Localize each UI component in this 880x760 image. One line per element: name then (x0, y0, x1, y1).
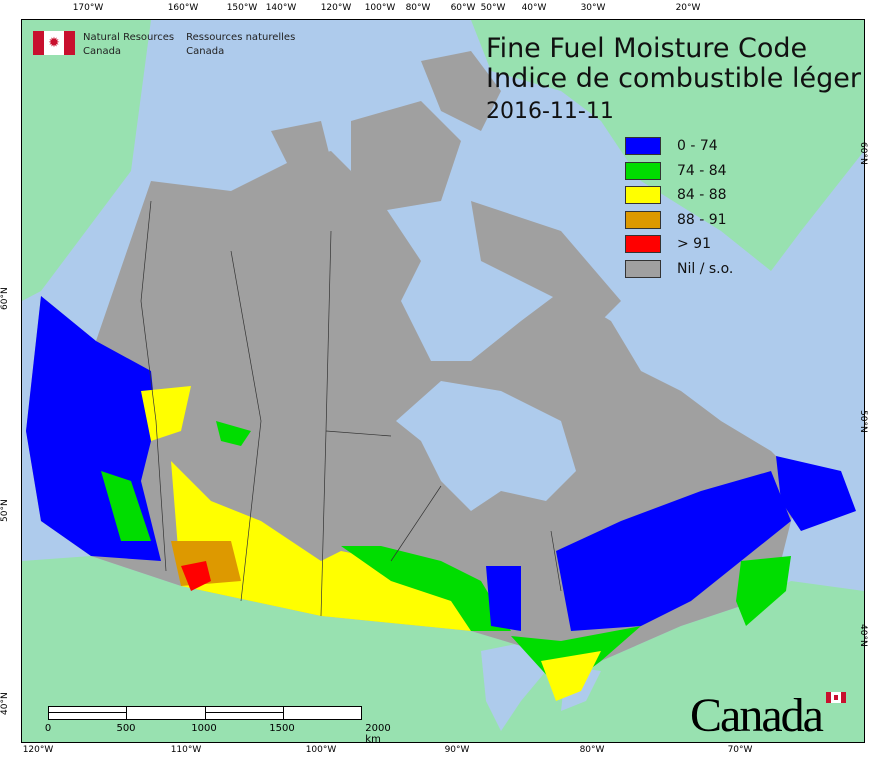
title-english: Fine Fuel Moisture Code (486, 33, 808, 64)
legend-label: > 91 (677, 236, 711, 253)
right-tick-label: 50°N (858, 410, 868, 433)
newfoundland (776, 456, 856, 531)
top-tick-label: 40°W (521, 3, 547, 13)
left-tick-label: 60°N (0, 287, 10, 310)
legend-swatch (625, 186, 661, 205)
map-frame (21, 19, 865, 743)
legend-swatch (625, 259, 661, 278)
agency-name-fr: Ressources naturelles Canada (186, 31, 295, 59)
legend-label: Nil / s.o. (677, 260, 734, 277)
nrcan-signature: ✹ Natural Resources Canada Ressources nat… (33, 31, 295, 59)
scale-label: 2000 km (365, 723, 391, 745)
agency-name-en: Natural Resources Canada (83, 31, 174, 59)
legend-item: 84 - 88 (625, 183, 733, 208)
right-tick-label: 40°N (858, 624, 868, 647)
top-tick-label: 100°W (364, 3, 396, 13)
legend-item: 74 - 84 (625, 159, 733, 184)
scale-label: 0 (44, 723, 52, 734)
alaska (22, 20, 151, 301)
bottom-tick-label: 110°W (170, 745, 202, 755)
legend-item: Nil / s.o. (625, 257, 733, 282)
zone-74-84-maritimes (736, 556, 791, 626)
province-borders (140, 200, 562, 617)
legend-item: 0 - 74 (625, 134, 733, 159)
top-tick-label: 20°W (675, 3, 701, 13)
scale-label: 1000 (191, 723, 217, 734)
bottom-tick-label: 70°W (727, 745, 753, 755)
agency-en-line1: Natural Resources (83, 32, 175, 43)
bottom-tick-label: 120°W (22, 745, 54, 755)
agency-en-line2: Canada (83, 46, 122, 57)
great-lakes (481, 641, 546, 731)
zone-over-91 (181, 561, 211, 591)
legend-label: 0 - 74 (677, 138, 718, 155)
arctic-island (351, 101, 461, 211)
united-states (22, 556, 864, 742)
legend-label: 84 - 88 (677, 187, 727, 204)
top-tick-label: 80°W (405, 3, 431, 13)
left-tick-label: 50°N (0, 499, 10, 522)
scale-label: 1500 (269, 723, 295, 734)
zone-74-84-patch (216, 421, 251, 446)
bottom-tick-label: 100°W (305, 745, 337, 755)
zone-84-88-ontario (541, 651, 601, 701)
ellesmere-island (421, 51, 501, 131)
canada-flag-icon: ✹ (33, 31, 75, 55)
legend-swatch (625, 210, 661, 229)
scale-bar: 0 500 1000 1500 2000 km (44, 706, 391, 745)
canada-wordmark: Canada (690, 689, 824, 742)
top-tick-label: 170°W (72, 3, 104, 13)
arctic-island (271, 121, 331, 171)
legend-item: > 91 (625, 232, 733, 257)
title-french: Indice de combustible léger (486, 63, 861, 94)
zone-74-84-bc (101, 471, 151, 541)
top-tick-label: 150°W (226, 3, 258, 13)
top-tick-label: 60°W (450, 3, 476, 13)
top-tick-label: 30°W (580, 3, 606, 13)
bottom-tick-label: 90°W (444, 745, 470, 755)
zone-0-74-quebec (556, 471, 791, 631)
legend: 0 - 74 74 - 84 84 - 88 88 - 91 > 91 Nil … (625, 134, 733, 281)
legend-item: 88 - 91 (625, 208, 733, 233)
baffin-island (471, 201, 621, 321)
arctic-island (251, 201, 361, 291)
hudson-bay (396, 381, 576, 511)
legend-label: 74 - 84 (677, 162, 727, 179)
top-tick-label: 50°W (480, 3, 506, 13)
right-tick-label: 60°N (858, 142, 868, 165)
legend-label: 88 - 91 (677, 211, 727, 228)
zone-84-88-prairies (171, 461, 471, 631)
top-tick-label: 120°W (320, 3, 352, 13)
top-tick-label: 160°W (167, 3, 199, 13)
zone-74-84-manitoba (341, 546, 511, 631)
top-tick-label: 140°W (265, 3, 297, 13)
agency-fr-line1: Ressources naturelles (186, 32, 296, 43)
scale-label: 500 (116, 723, 136, 734)
wordmark-flag-icon (826, 692, 846, 703)
map-title: Fine Fuel Moisture Code Indice de combus… (486, 34, 861, 127)
map-canvas (22, 20, 864, 742)
left-tick-label: 40°N (0, 692, 10, 715)
scale-bar-graphic (48, 706, 362, 720)
legend-swatch (625, 161, 661, 180)
greenland (471, 20, 864, 271)
zone-0-74-ontario (486, 566, 521, 631)
legend-swatch (625, 137, 661, 156)
bottom-tick-label: 80°W (579, 745, 605, 755)
map-date: 2016-11-11 (486, 99, 614, 124)
agency-fr-line2: Canada (186, 46, 225, 57)
legend-swatch (625, 235, 661, 254)
